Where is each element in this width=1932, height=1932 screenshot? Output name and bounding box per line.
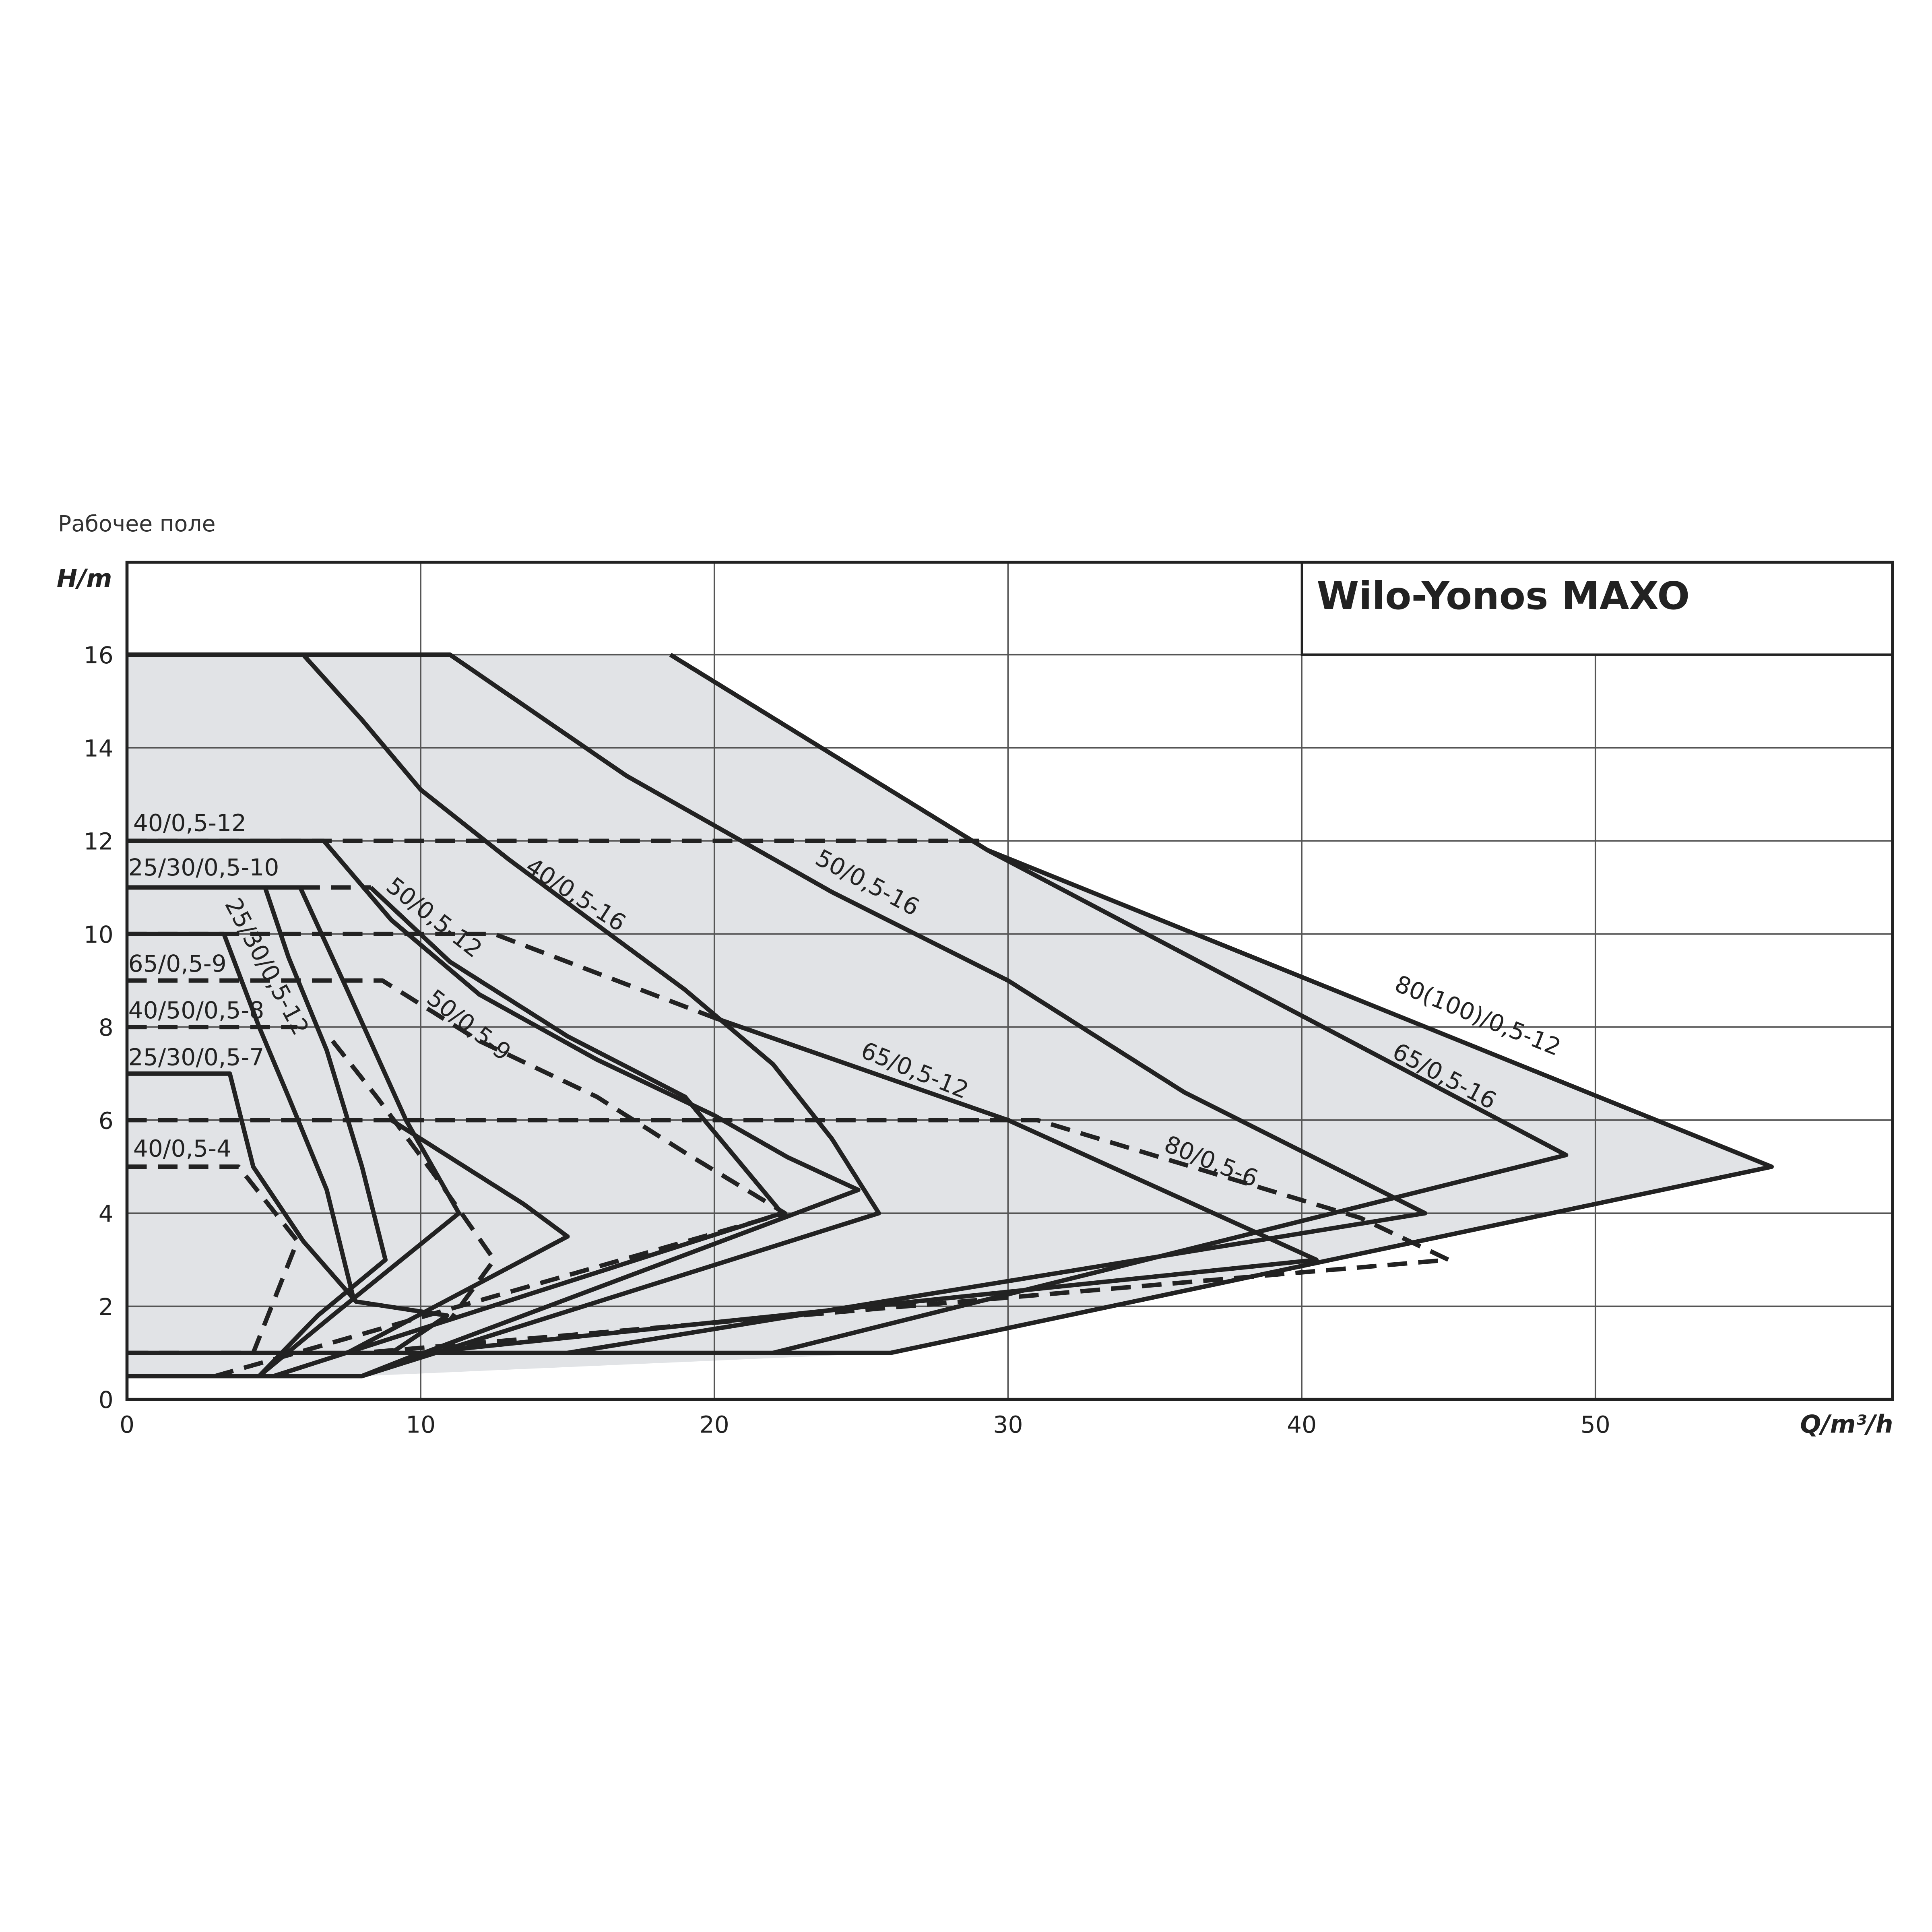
x-tick-label: 20 bbox=[700, 1411, 729, 1438]
curve-40-0-5-4 bbox=[127, 1164, 300, 1355]
curve-40-0-5-12 bbox=[127, 838, 861, 1378]
curve-base bbox=[127, 1351, 422, 1379]
curve-label: 25/30/0,5-10 bbox=[128, 854, 279, 881]
y-tick-label: 8 bbox=[99, 1014, 114, 1041]
curve-50-0-5-16 bbox=[127, 652, 1427, 1355]
curve-80-100-0-5-12 bbox=[127, 652, 1774, 1355]
y-tick-label: 2 bbox=[99, 1293, 114, 1321]
curve-25-30-0-5-12 bbox=[257, 887, 388, 1378]
chart-subtitle: Рабочее поле bbox=[58, 511, 216, 537]
x-axis-label: Q/m³/h bbox=[1800, 1410, 1893, 1439]
x-tick-label: 50 bbox=[1581, 1411, 1610, 1438]
curve-25-30-0-5-12 bbox=[346, 1118, 570, 1355]
x-tick-label: 30 bbox=[993, 1411, 1023, 1438]
y-axis-label: H/m bbox=[57, 564, 112, 593]
curve-label: 40/0,5-4 bbox=[133, 1135, 231, 1162]
curve-80-0-5-6 bbox=[127, 1118, 1451, 1355]
plot-frame bbox=[125, 560, 1894, 1401]
curve-40-0-5-16 bbox=[301, 653, 881, 1379]
chart-title: Wilo-Yonos MAXO bbox=[1317, 574, 1690, 618]
y-tick-label: 6 bbox=[99, 1107, 114, 1134]
y-tick-label: 10 bbox=[84, 921, 114, 948]
plot-area: 0 2 4 6 8 10 12 14 16 0 10 20 30 40 50 40/0,5-12 25/30/0… bbox=[84, 562, 1893, 1438]
curve-25-30-0-5-7 bbox=[127, 1071, 450, 1355]
y-tick-label: 0 bbox=[99, 1386, 114, 1414]
title-box bbox=[1300, 561, 1894, 656]
curve-40-50-0-5-8 bbox=[330, 1039, 497, 1322]
curve-65-0-5-12 bbox=[420, 1016, 1319, 1355]
x-tick-label: 40 bbox=[1287, 1411, 1317, 1438]
curve-65-0-5-9 bbox=[127, 931, 355, 1298]
y-tick-label: 14 bbox=[84, 735, 114, 762]
curve-25-30-0-5-10 bbox=[258, 886, 461, 1378]
y-tick-label: 12 bbox=[84, 828, 114, 855]
y-tick-label: 16 bbox=[84, 642, 114, 669]
x-tick-label: 0 bbox=[120, 1411, 134, 1438]
curve-label: 25/30/0,5-7 bbox=[128, 1044, 264, 1071]
x-tick-label: 10 bbox=[406, 1411, 436, 1438]
curve-label: 65/0,5-9 bbox=[128, 950, 227, 977]
curve-label: 40/0,5-12 bbox=[133, 809, 246, 837]
working-field-area bbox=[127, 654, 1772, 1376]
curve-65-0-5-12 bbox=[127, 931, 715, 1020]
curve-label: 40/50/0,5-8 bbox=[128, 997, 264, 1024]
y-tick-label: 4 bbox=[99, 1200, 114, 1228]
curve-50-0-5-9 bbox=[127, 978, 787, 1379]
